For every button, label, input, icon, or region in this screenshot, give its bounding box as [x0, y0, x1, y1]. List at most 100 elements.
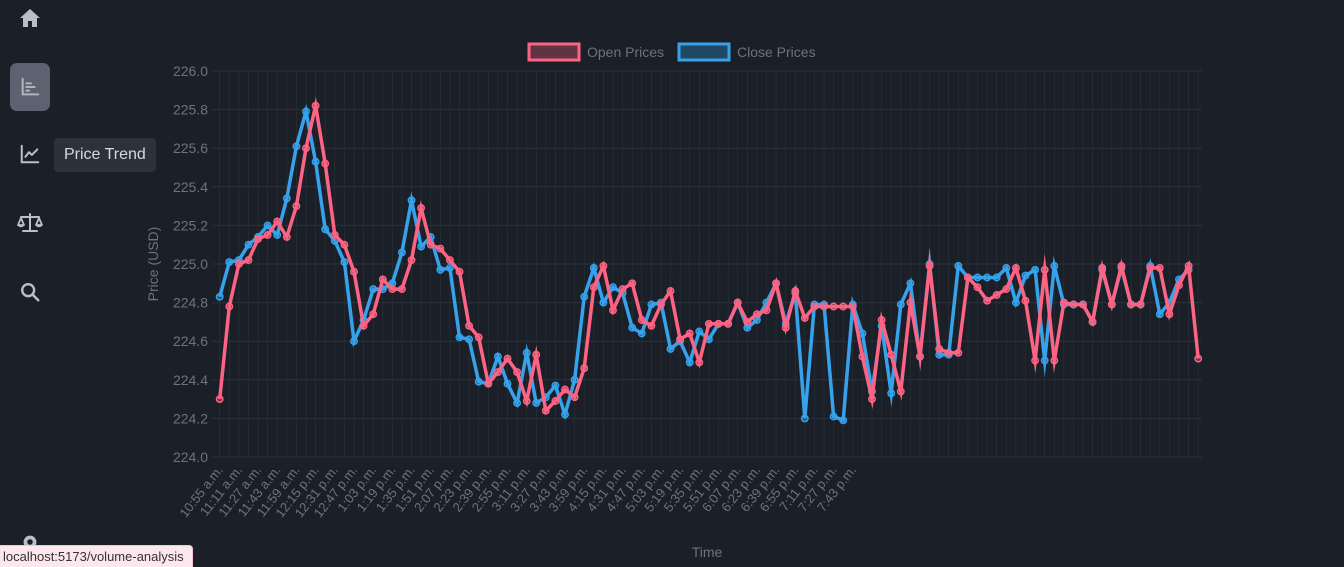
data-point-open[interactable] — [724, 319, 733, 328]
data-point-open[interactable] — [397, 285, 406, 294]
data-point-open[interactable] — [839, 302, 848, 311]
data-point-close[interactable] — [340, 258, 349, 267]
data-point-close[interactable] — [397, 248, 406, 257]
data-point-close[interactable] — [282, 194, 291, 203]
data-point-close[interactable] — [522, 348, 531, 357]
data-point-open[interactable] — [628, 279, 637, 288]
data-point-close[interactable] — [1155, 310, 1164, 319]
data-point-open[interactable] — [522, 397, 531, 405]
data-point-open[interactable] — [359, 321, 368, 330]
data-point-open[interactable] — [350, 267, 358, 276]
data-point-open[interactable] — [513, 368, 522, 377]
data-point-close[interactable] — [273, 231, 282, 239]
data-point-close[interactable] — [599, 298, 608, 307]
data-point-open[interactable] — [580, 364, 589, 373]
data-point-close[interactable] — [887, 389, 896, 398]
data-point-close[interactable] — [302, 107, 310, 116]
data-point-open[interactable] — [925, 261, 934, 270]
data-point-open[interactable] — [436, 244, 445, 253]
data-point-close[interactable] — [695, 327, 704, 336]
data-point-open[interactable] — [493, 368, 502, 377]
data-point-open[interactable] — [407, 256, 416, 265]
legend-swatch-close[interactable] — [677, 42, 731, 62]
data-point-open[interactable] — [1059, 298, 1068, 307]
data-point-open[interactable] — [254, 234, 262, 243]
data-point-open[interactable] — [992, 290, 1001, 299]
data-point-open[interactable] — [215, 395, 224, 404]
data-point-open[interactable] — [868, 395, 876, 404]
data-point-close[interactable] — [992, 273, 1001, 282]
data-point-open[interactable] — [340, 240, 349, 249]
data-point-close[interactable] — [513, 399, 522, 407]
data-point-open[interactable] — [791, 287, 800, 295]
data-point-open[interactable] — [292, 202, 301, 211]
data-point-close[interactable] — [455, 333, 464, 342]
data-point-close[interactable] — [839, 416, 848, 425]
data-point-open[interactable] — [829, 302, 838, 311]
legend-label-open[interactable]: Open Prices — [587, 44, 664, 60]
data-point-open[interactable] — [944, 348, 953, 357]
data-point-open[interactable] — [963, 273, 972, 282]
data-point-open[interactable] — [1050, 356, 1059, 365]
data-point-close[interactable] — [493, 352, 502, 361]
nav-volume-analysis[interactable] — [10, 63, 50, 111]
data-point-close[interactable] — [561, 410, 569, 419]
legend-label-close[interactable]: Close Prices — [737, 44, 816, 60]
data-point-close[interactable] — [983, 273, 992, 282]
legend-swatch-open[interactable] — [527, 42, 581, 62]
data-point-open[interactable] — [474, 333, 483, 342]
data-point-close[interactable] — [609, 283, 617, 292]
data-point-close[interactable] — [532, 399, 541, 407]
data-point-open[interactable] — [426, 240, 435, 249]
data-point-open[interactable] — [599, 261, 608, 270]
data-point-open[interactable] — [1184, 261, 1193, 270]
data-point-open[interactable] — [858, 352, 867, 361]
data-point-open[interactable] — [657, 300, 665, 309]
data-point-open[interactable] — [810, 302, 819, 311]
data-point-open[interactable] — [1107, 300, 1116, 309]
data-point-close[interactable] — [896, 300, 905, 309]
data-point-open[interactable] — [935, 344, 944, 353]
data-point-open[interactable] — [455, 267, 464, 276]
nav-home[interactable] — [10, 0, 50, 38]
data-point-open[interactable] — [637, 316, 646, 324]
data-point-close[interactable] — [637, 329, 646, 338]
data-point-open[interactable] — [1069, 300, 1078, 309]
data-point-open[interactable] — [1031, 356, 1040, 365]
nav-compare[interactable] — [10, 203, 50, 243]
data-point-open[interactable] — [752, 310, 761, 319]
data-point-close[interactable] — [1011, 298, 1020, 307]
data-point-close[interactable] — [417, 242, 426, 251]
data-point-close[interactable] — [1002, 263, 1011, 272]
data-point-close[interactable] — [369, 285, 378, 294]
data-point-open[interactable] — [225, 302, 234, 311]
data-point-open[interactable] — [1040, 265, 1049, 274]
data-point-open[interactable] — [484, 379, 493, 388]
data-point-open[interactable] — [676, 335, 685, 344]
data-point-open[interactable] — [1146, 263, 1155, 272]
data-point-open[interactable] — [321, 159, 330, 168]
data-point-open[interactable] — [800, 314, 809, 322]
data-point-close[interactable] — [244, 240, 253, 249]
data-point-open[interactable] — [714, 319, 723, 328]
data-point-close[interactable] — [973, 273, 982, 282]
data-point-open[interactable] — [743, 317, 752, 326]
data-point-open[interactable] — [1194, 354, 1203, 363]
data-point-close[interactable] — [628, 323, 637, 332]
data-point-open[interactable] — [733, 298, 742, 307]
data-point-open[interactable] — [685, 329, 694, 338]
data-point-close[interactable] — [436, 265, 445, 274]
data-point-open[interactable] — [263, 231, 272, 239]
data-point-open[interactable] — [647, 321, 656, 330]
data-point-open[interactable] — [1011, 263, 1020, 272]
data-point-open[interactable] — [877, 316, 886, 324]
data-point-close[interactable] — [292, 142, 301, 151]
data-point-open[interactable] — [954, 348, 963, 357]
data-point-open[interactable] — [1088, 317, 1097, 326]
data-point-open[interactable] — [1165, 310, 1174, 319]
data-point-close[interactable] — [465, 335, 474, 344]
data-point-close[interactable] — [647, 300, 656, 309]
data-point-close[interactable] — [685, 358, 694, 367]
data-point-open[interactable] — [532, 350, 541, 359]
data-point-open[interactable] — [551, 397, 560, 405]
